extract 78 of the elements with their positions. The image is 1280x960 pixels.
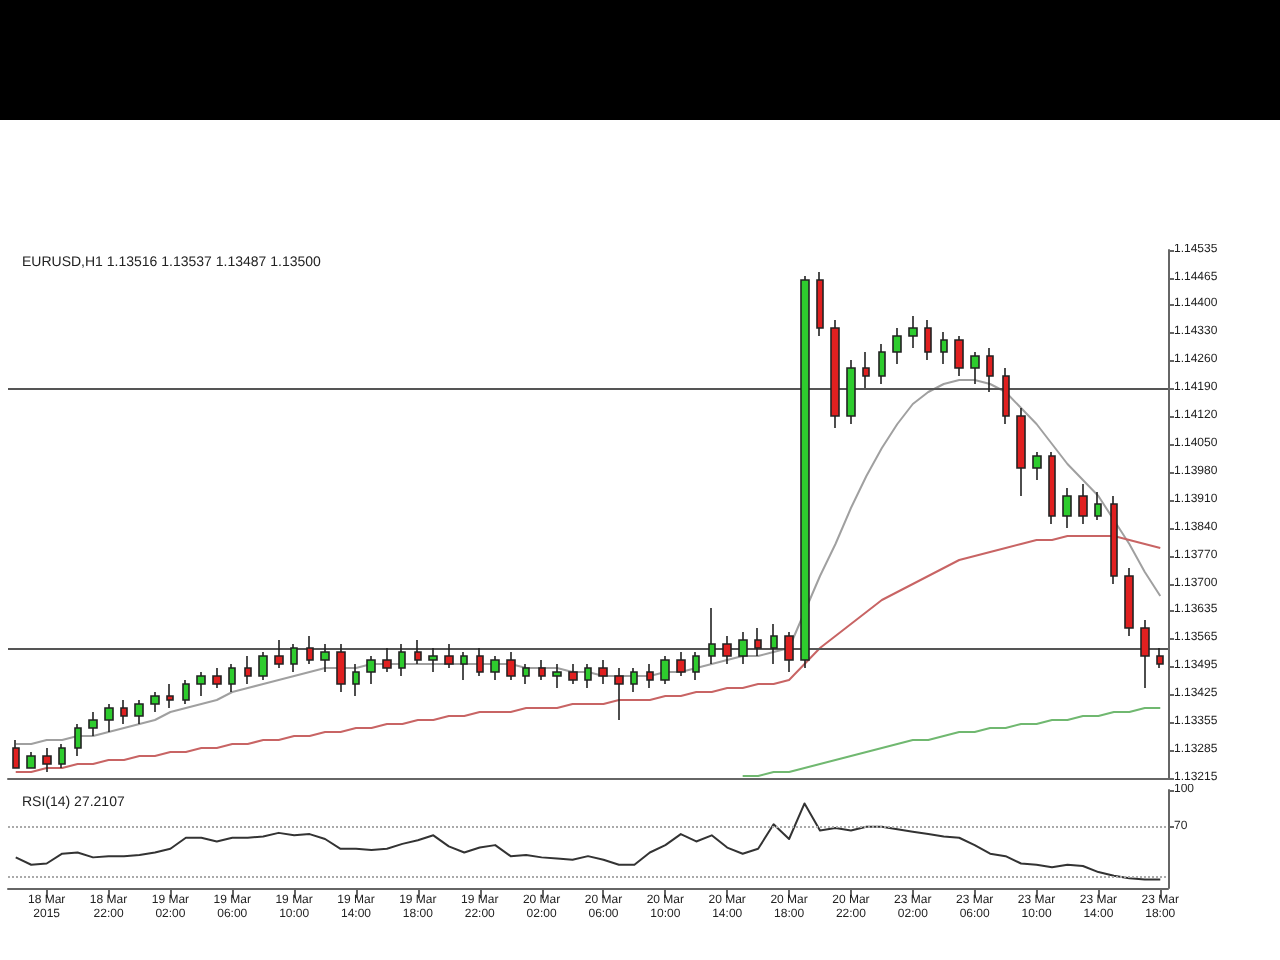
candlestick [1002,367,1010,425]
candlestick [846,359,856,425]
candlestick [398,643,406,677]
candlestick [754,627,762,657]
candlestick [924,319,932,361]
candlestick [212,667,222,689]
candlestick [336,643,346,693]
candlestick [244,655,252,685]
candlestick [1110,495,1118,585]
candlestick [878,343,886,385]
candlestick [274,639,284,669]
candlestick [970,351,980,385]
candlestick [646,663,654,689]
candlestick [584,663,592,689]
candlestick [816,271,824,337]
candlestick [306,635,314,665]
line-series [14,379,1162,745]
candlestick [1032,451,1042,481]
candlestick [1156,647,1164,669]
candlestick [708,607,716,665]
candlestick [598,659,608,685]
candlestick [954,335,964,377]
candlestick [862,351,870,389]
candlestick [58,743,66,769]
candlestick [428,647,438,673]
candlestick [196,671,206,697]
candlestick [382,647,392,673]
candlestick [1094,491,1102,521]
line-series [741,707,1162,777]
candlestick [722,635,732,665]
candlestick [414,639,422,665]
line-series [14,535,1162,773]
candlestick [1140,619,1150,689]
candlestick [26,751,36,769]
candlestick [88,711,98,737]
candlestick [940,331,948,365]
candlestick [908,315,918,349]
candlestick [366,655,376,685]
candlestick [660,655,670,685]
candlestick [104,703,114,733]
candlestick [290,643,298,673]
candlestick [444,643,454,669]
candlestick [738,631,748,665]
candlestick [42,747,52,773]
candlestick [692,651,700,681]
candlestick [74,723,82,757]
candlestick [1016,407,1026,497]
candlestick [568,663,578,685]
candlestick [892,327,902,365]
candlestick [506,651,516,681]
candlestick [770,623,778,665]
candlestick [1124,567,1134,637]
candlestick [676,651,686,677]
candlestick [258,651,268,681]
candlestick [460,651,468,681]
candlestick [522,663,530,685]
candlestick [476,647,484,677]
candlestick [150,691,160,713]
candlestick [830,319,840,429]
candlestick [182,679,190,705]
candlestick [552,663,562,689]
candlestick [800,275,810,669]
candlestick [134,699,144,725]
candlestick [166,683,174,709]
candlestick [538,659,546,681]
candlestick [630,667,638,693]
candlestick [1048,451,1056,525]
candlestick [490,655,500,681]
candlestick [1062,487,1072,529]
candlestick [320,643,330,673]
candlestick [352,663,360,697]
candlestick [614,667,624,721]
candlestick [986,347,994,393]
candlestick [228,663,236,693]
candlestick [12,739,20,769]
candlestick [784,631,794,673]
candlestick [1078,483,1088,525]
candlestick [120,699,128,725]
